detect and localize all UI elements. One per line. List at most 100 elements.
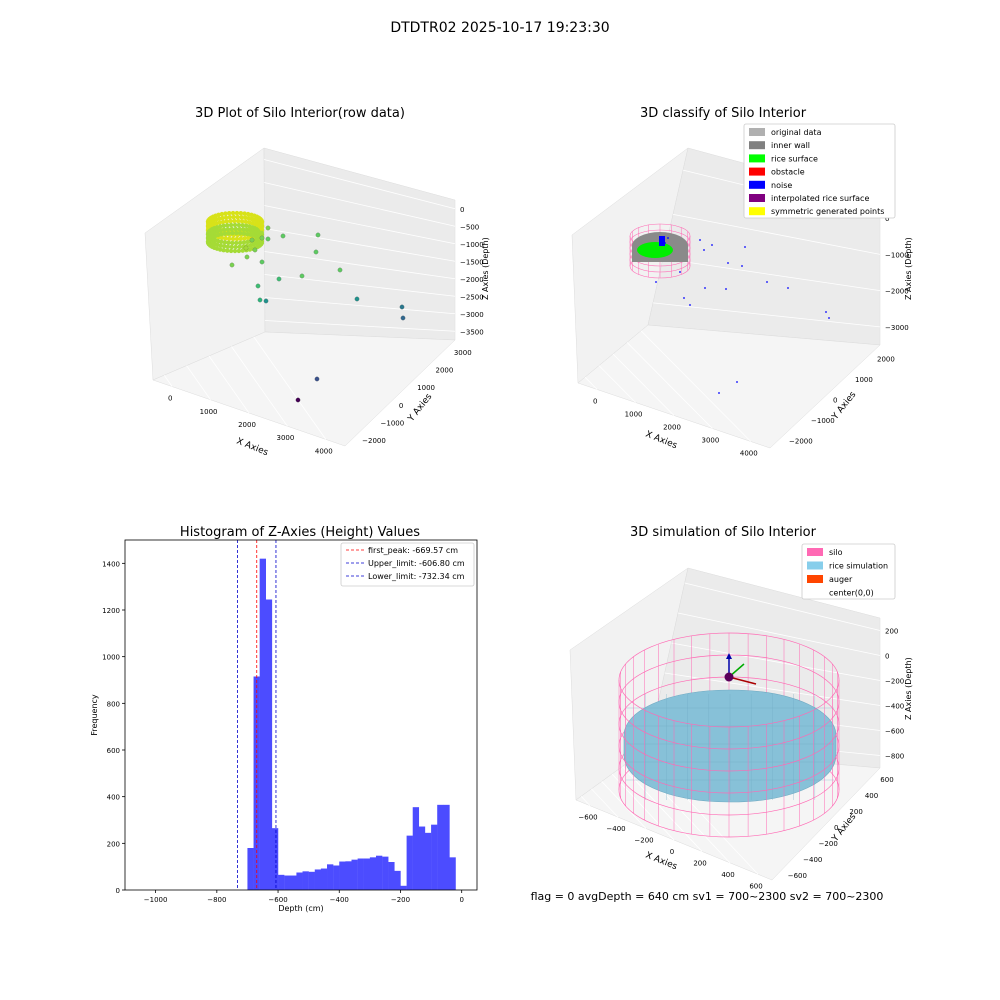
- classify-noise-point: [655, 281, 657, 283]
- classify-noise-point: [787, 287, 789, 289]
- raw-point: [230, 236, 236, 242]
- hist-bar: [327, 864, 334, 890]
- raw-point: [228, 222, 234, 228]
- sim-legend-label: auger: [829, 575, 853, 584]
- hist-legend-label: Lower_limit: -732.34 cm: [368, 572, 465, 581]
- classify-noise-point: [667, 237, 669, 239]
- cls-y-tick-label: −1000: [811, 417, 835, 425]
- hist-bar: [375, 855, 383, 890]
- hist-y-tick-label: 0: [116, 887, 120, 895]
- classify-legend-swatch: [749, 128, 765, 136]
- sim-center-marker: [724, 672, 734, 682]
- hist-x-tick-label: −600: [268, 896, 287, 904]
- raw-point: [255, 283, 261, 289]
- hist-y-ticks: 0 200 400 600 800 1000 1200 1400: [102, 560, 125, 895]
- cls-x-grid: [584, 376, 598, 390]
- classify-noise-point: [711, 244, 713, 246]
- sim-y-tick-label: −200: [819, 840, 838, 848]
- sim-y-tick-label: −400: [803, 856, 822, 864]
- sim-legend-swatch: [807, 561, 823, 570]
- classify-silo: [629, 223, 830, 394]
- hist-bar: [369, 857, 377, 890]
- classify-noise-point: [736, 381, 738, 383]
- sim-rice-mesh: [626, 694, 834, 800]
- classify-noise-point: [679, 271, 681, 273]
- classify-noise-point: [828, 317, 830, 319]
- classify-noise-points: [655, 236, 830, 394]
- classify-x-label: X Axies: [644, 430, 679, 452]
- sim-legend: silo rice simulation auger center(0,0): [801, 543, 896, 600]
- raw-point: [223, 215, 229, 220]
- raw-z-grid: [264, 182, 456, 227]
- raw-point: [299, 273, 305, 279]
- hist-bar: [320, 868, 328, 890]
- sim-x-tick-label: 0: [670, 848, 674, 856]
- raw-point: [239, 215, 244, 220]
- classify-legend-swatch: [749, 207, 765, 216]
- raw-point: [259, 230, 265, 236]
- raw-point: [237, 244, 242, 250]
- raw-z-tick-label: −2500: [460, 293, 484, 301]
- raw-point: [222, 240, 228, 245]
- raw-point: [245, 235, 251, 241]
- classify-noise-point: [699, 239, 701, 241]
- hist-y-tick-label: 400: [107, 794, 120, 802]
- classify-y-ticks: −2000 −1000 0 1000 2000: [789, 355, 895, 445]
- raw-point: [225, 223, 230, 228]
- raw-point: [247, 247, 252, 252]
- hist-reference-lines: [237, 540, 277, 890]
- sim-x-tick-label: 400: [721, 871, 734, 879]
- classify-pane-floor: [577, 324, 881, 449]
- hist-legend: first_peak: -669.57 cm Upper_limit: -606.…: [340, 542, 475, 587]
- raw-z-tick-label: −3500: [460, 328, 484, 336]
- raw-pane-floor: [152, 331, 456, 447]
- hist-bar: [314, 869, 322, 890]
- raw-point: [223, 236, 228, 241]
- raw-point: [259, 259, 265, 265]
- classify-z-ticks: 0 −1000 −2000 −3000: [885, 215, 909, 332]
- raw-point: [259, 239, 265, 244]
- cls-x-grid: [640, 330, 752, 442]
- hist-x-tick-label: −200: [391, 896, 410, 904]
- raw-point: [241, 240, 247, 245]
- sim-x-ticks: −600 −400 −200 0 200 400 600: [578, 814, 762, 891]
- sim-x-grid: [611, 773, 675, 841]
- classify-noise-point: [727, 262, 729, 264]
- cls-x-tick-label: 3000: [701, 437, 719, 445]
- hist-y-tick-label: 1000: [102, 654, 120, 662]
- cls-z-grid: [662, 258, 881, 292]
- sim-auger-x: [728, 676, 757, 685]
- classify-legend-swatch: [749, 180, 765, 189]
- classify-legend-box: [743, 123, 896, 219]
- cls-z-tick-label: 0: [885, 215, 889, 223]
- raw-point: [244, 223, 249, 229]
- classify-z-label: Z Axies (Depth): [904, 237, 913, 300]
- raw-x-grid: [253, 336, 327, 440]
- panel-histogram: Histogram of Z-Axies (Height) Values −10…: [90, 525, 478, 913]
- raw-point: [219, 235, 225, 241]
- raw-point: [222, 231, 228, 236]
- sim-legend-swatch: [807, 575, 823, 583]
- raw-point: [354, 296, 360, 302]
- raw-point: [240, 248, 245, 253]
- classify-chart-title: 3D classify of Silo Interior: [640, 106, 807, 121]
- hist-legend-label: Upper_limit: -606.80 cm: [368, 559, 465, 568]
- raw-point: [241, 227, 246, 232]
- hist-x-tick-label: −400: [330, 896, 349, 904]
- raw-point: [238, 236, 244, 241]
- cls-x-tick-label: 0: [593, 398, 597, 406]
- cls-y-tick-label: 0: [833, 397, 837, 405]
- raw-x-tick-label: 2000: [238, 421, 256, 429]
- raw-y-tick-label: 2000: [436, 367, 454, 375]
- hist-bar: [296, 872, 303, 890]
- classify-legend-label: noise: [771, 181, 792, 190]
- cls-z-grid: [652, 302, 881, 328]
- hist-bar: [333, 865, 340, 890]
- sim-y-tick-label: 200: [849, 808, 862, 816]
- hist-x-tick-label: 0: [459, 896, 463, 904]
- raw-point: [239, 219, 245, 224]
- hist-x-ticks: −1000 −800 −600 −400 −200 0: [144, 890, 464, 904]
- cls-z-tick-label: −1000: [885, 251, 909, 259]
- raw-point: [237, 230, 243, 236]
